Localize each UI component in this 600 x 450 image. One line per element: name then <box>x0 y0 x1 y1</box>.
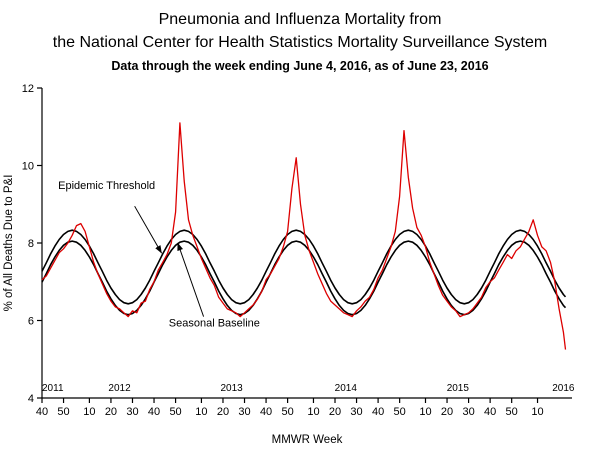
series-epidemic-threshold <box>41 229 567 305</box>
series-pi-mortality <box>41 122 567 350</box>
chart-title-line1: Pneumonia and Influenza Mortality from <box>158 11 442 28</box>
x-tick-label: 40 <box>484 406 496 418</box>
year-label-2016: 2016 <box>552 383 575 394</box>
x-tick-label: 20 <box>441 406 453 418</box>
x-tick-label: 50 <box>394 406 406 418</box>
x-tick-label: 20 <box>105 406 117 418</box>
x-tick-label: 50 <box>169 406 181 418</box>
x-tick-label: 10 <box>307 406 319 418</box>
year-label-2015: 2015 <box>447 383 470 394</box>
year-label-2013: 2013 <box>220 383 243 394</box>
annotation-arrow-epidemic-threshold <box>134 205 163 254</box>
y-tick-label: 10 <box>22 161 34 173</box>
x-tick-label: 10 <box>419 406 431 418</box>
x-tick-label: 10 <box>195 406 207 418</box>
annotation-arrow-seasonal-baseline <box>177 242 205 317</box>
x-tick-label: 30 <box>350 406 362 418</box>
x-tick-label: 50 <box>281 406 293 418</box>
chart-header: Pneumonia and Influenza Mortality from t… <box>0 0 600 76</box>
mortality-chart: 4 6 8 10 12 40 50 10 20 30 40 50 10 20 30 40 50 10 20 30 40 5… <box>3 83 575 446</box>
y-tick-label: 12 <box>22 83 34 95</box>
x-tick-label: 50 <box>57 406 69 418</box>
year-label-2014: 2014 <box>335 383 358 394</box>
x-tick-label: 30 <box>126 406 138 418</box>
x-tick-label: 10 <box>531 406 543 418</box>
y-tick-label: 6 <box>28 316 34 328</box>
chart-subtitle: Data through the week ending June 4, 201… <box>111 59 489 73</box>
x-tick-label: 30 <box>462 406 474 418</box>
x-tick-label: 30 <box>238 406 250 418</box>
annotation-seasonal-baseline: Seasonal Baseline <box>169 317 260 329</box>
x-tick-label: 20 <box>329 406 341 418</box>
x-tick-label: 50 <box>506 406 518 418</box>
y-axis-title: % of All Deaths Due to P&I <box>3 175 15 312</box>
x-tick-label: 40 <box>372 406 384 418</box>
annotation-epidemic-threshold: Epidemic Threshold <box>58 180 155 192</box>
year-label-2011: 2011 <box>42 383 64 394</box>
y-tick-label: 4 <box>28 393 34 405</box>
y-tick-label: 8 <box>28 238 34 250</box>
x-axis-title: MMWR Week <box>272 434 343 446</box>
year-label-2012: 2012 <box>108 383 131 394</box>
x-tick-label: 40 <box>260 406 272 418</box>
x-tick-label: 10 <box>83 406 95 418</box>
x-tick-label: 40 <box>36 406 48 418</box>
x-tick-label: 40 <box>148 406 160 418</box>
x-tick-label: 20 <box>217 406 229 418</box>
chart-title-line2: the National Center for Health Statistic… <box>52 34 548 51</box>
